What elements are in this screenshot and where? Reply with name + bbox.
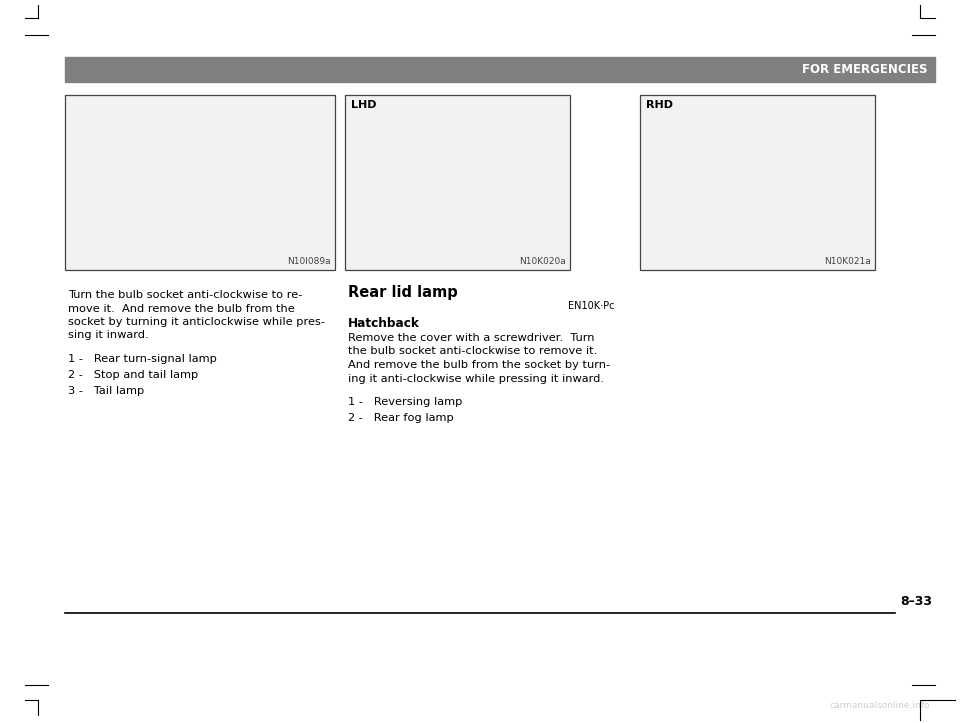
Text: Hatchback: Hatchback — [348, 317, 420, 330]
Text: 1 -   Reversing lamp: 1 - Reversing lamp — [348, 397, 463, 407]
Text: 2 -   Stop and tail lamp: 2 - Stop and tail lamp — [68, 370, 199, 380]
Text: RHD: RHD — [646, 100, 673, 110]
Text: N10I089a: N10I089a — [287, 257, 331, 266]
Text: 8–33: 8–33 — [900, 595, 932, 608]
Bar — [345, 95, 570, 270]
Text: sing it inward.: sing it inward. — [68, 330, 149, 341]
Text: FOR EMERGENCIES: FOR EMERGENCIES — [802, 63, 927, 76]
Text: socket by turning it anticlockwise while pres-: socket by turning it anticlockwise while… — [68, 317, 325, 327]
Text: carmanualsonline.info: carmanualsonline.info — [829, 701, 930, 710]
Bar — [65, 95, 335, 270]
Bar — [640, 95, 875, 270]
Text: 3 -   Tail lamp: 3 - Tail lamp — [68, 386, 144, 396]
Text: N10K020a: N10K020a — [519, 257, 566, 266]
Text: LHD: LHD — [351, 100, 376, 110]
Text: move it.  And remove the bulb from the: move it. And remove the bulb from the — [68, 304, 295, 314]
Text: ing it anti-clockwise while pressing it inward.: ing it anti-clockwise while pressing it … — [348, 374, 604, 383]
Text: And remove the bulb from the socket by turn-: And remove the bulb from the socket by t… — [348, 360, 611, 370]
Text: the bulb socket anti-clockwise to remove it.: the bulb socket anti-clockwise to remove… — [348, 346, 597, 356]
Text: Rear lid lamp: Rear lid lamp — [348, 285, 458, 300]
Text: Turn the bulb socket anti-clockwise to re-: Turn the bulb socket anti-clockwise to r… — [68, 290, 302, 300]
Text: 1 -   Rear turn-signal lamp: 1 - Rear turn-signal lamp — [68, 354, 217, 364]
Text: 2 -   Rear fog lamp: 2 - Rear fog lamp — [348, 414, 454, 423]
Bar — [65, 57, 935, 82]
Text: EN10K·Pc: EN10K·Pc — [568, 301, 614, 311]
Text: N10K021a: N10K021a — [825, 257, 871, 266]
Text: Remove the cover with a screwdriver.  Turn: Remove the cover with a screwdriver. Tur… — [348, 333, 594, 343]
